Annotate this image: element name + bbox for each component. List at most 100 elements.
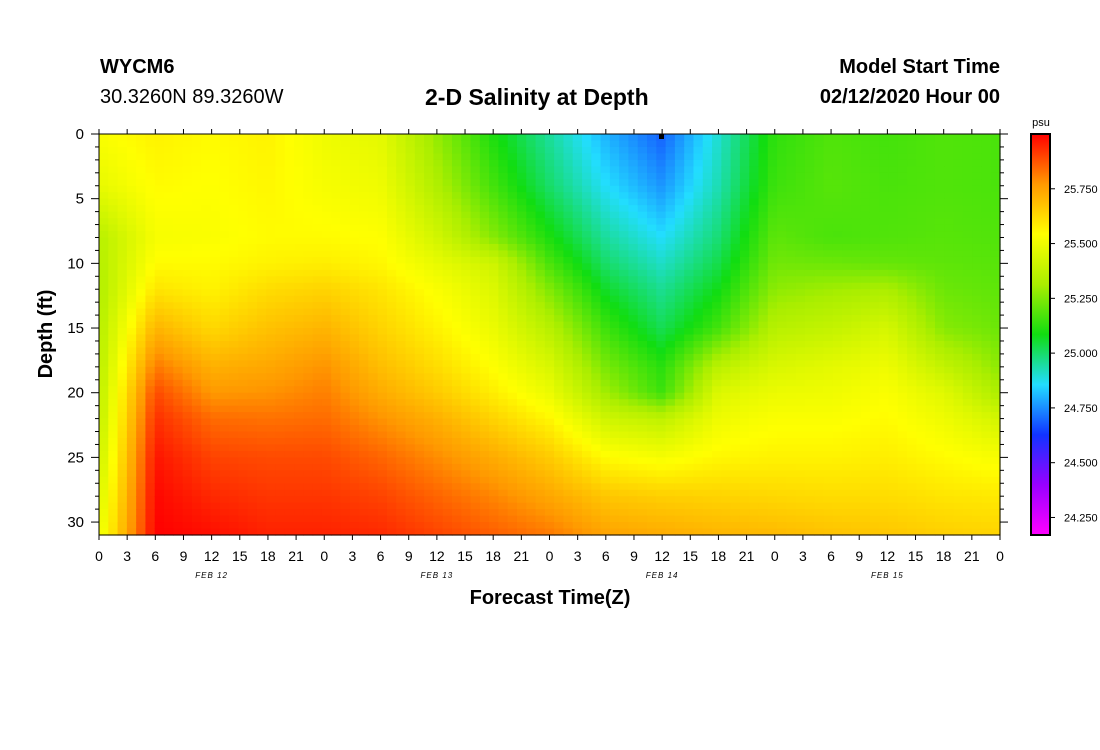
heatmap-cell: [609, 185, 620, 193]
heatmap-cell: [451, 340, 462, 349]
heatmap-cell: [424, 431, 434, 439]
heatmap-cell: [572, 328, 583, 336]
heatmap-cell: [563, 282, 574, 290]
heatmap-cell: [210, 528, 221, 536]
heatmap-cell: [219, 250, 230, 258]
heatmap-cell: [823, 289, 834, 297]
heatmap-cell: [321, 256, 332, 264]
heatmap-cell: [386, 476, 397, 484]
heatmap-cell: [647, 185, 657, 193]
heatmap-cell: [647, 515, 657, 523]
heatmap-cell: [749, 515, 760, 523]
heatmap-cell: [340, 340, 351, 349]
heatmap-cell: [591, 431, 602, 439]
heatmap-cell: [359, 295, 369, 303]
heatmap-cell: [544, 360, 555, 368]
heatmap-cell: [749, 353, 760, 361]
heatmap-cell: [359, 496, 369, 504]
heatmap-cell: [164, 425, 174, 433]
heatmap-cell: [693, 515, 704, 523]
heatmap-cell: [191, 205, 202, 213]
heatmap-cell: [470, 515, 481, 523]
heatmap-cell: [433, 269, 444, 277]
heatmap-cell: [823, 379, 834, 387]
heatmap-cell: [739, 159, 750, 167]
heatmap-cell: [814, 437, 825, 446]
heatmap-cell: [582, 302, 592, 310]
heatmap-cell: [284, 509, 295, 517]
heatmap-cell: [730, 192, 741, 200]
heatmap-cell: [693, 302, 704, 310]
heatmap-cell: [498, 192, 509, 200]
heatmap-cell: [832, 360, 843, 368]
heatmap-cell: [591, 412, 602, 420]
heatmap-cell: [164, 399, 174, 407]
heatmap-cell: [656, 263, 667, 271]
heatmap-cell: [173, 450, 184, 458]
heatmap-cell: [377, 470, 388, 478]
heatmap-cell: [210, 483, 221, 491]
heatmap-cell: [154, 405, 165, 413]
heatmap-cell: [767, 489, 778, 497]
heatmap-cell: [451, 379, 462, 387]
heatmap-cell: [712, 522, 722, 530]
heatmap-cell: [303, 315, 314, 323]
heatmap-cell: [210, 328, 221, 336]
heatmap-cell: [275, 179, 286, 187]
heatmap-cell: [498, 218, 509, 226]
heatmap-cell: [331, 360, 342, 368]
heatmap-cell: [702, 231, 713, 239]
heatmap-cell: [572, 476, 583, 484]
heatmap-cell: [284, 218, 295, 226]
heatmap-cell: [303, 321, 314, 329]
heatmap-cell: [712, 463, 722, 471]
heatmap-cell: [331, 179, 342, 187]
heatmap-cell: [572, 315, 583, 323]
heatmap-cell: [721, 431, 732, 439]
heatmap-cell: [424, 231, 434, 239]
heatmap-cell: [619, 502, 630, 510]
heatmap-cell: [99, 360, 109, 368]
heatmap-cell: [795, 470, 806, 478]
heatmap-cell: [201, 315, 212, 323]
heatmap-cell: [619, 134, 630, 142]
heatmap-cell: [507, 379, 518, 387]
heatmap-cell: [368, 386, 379, 394]
heatmap-cell: [814, 179, 825, 187]
heatmap-cell: [786, 153, 797, 161]
heatmap-cell: [303, 237, 314, 245]
heatmap-cell: [340, 470, 351, 478]
heatmap-cell: [349, 437, 360, 446]
heatmap-cell: [294, 450, 304, 458]
heatmap-cell: [312, 392, 323, 400]
heatmap-cell: [600, 263, 611, 271]
heatmap-cell: [535, 515, 546, 523]
heatmap-cell: [582, 198, 592, 206]
heatmap-cell: [665, 444, 676, 452]
heatmap-cell: [582, 392, 592, 400]
heatmap-cell: [507, 476, 518, 484]
heatmap-cell: [442, 412, 453, 420]
heatmap-cell: [739, 412, 750, 420]
heatmap-cell: [563, 295, 574, 303]
heatmap-cell: [767, 315, 778, 323]
heatmap-cell: [572, 347, 583, 355]
heatmap-cell: [777, 166, 787, 174]
heatmap-cell: [702, 256, 713, 264]
heatmap-cell: [544, 489, 555, 497]
heatmap-cell: [108, 470, 119, 478]
heatmap-cell: [414, 224, 425, 232]
heatmap-cell: [182, 379, 193, 387]
heatmap-cell: [173, 302, 184, 310]
heatmap-cell: [582, 502, 592, 510]
heatmap-cell: [433, 379, 444, 387]
heatmap-cell: [154, 237, 165, 245]
heatmap-cell: [108, 269, 119, 277]
heatmap-cell: [117, 269, 128, 277]
heatmap-cell: [507, 392, 518, 400]
heatmap-cell: [173, 392, 184, 400]
heatmap-cell: [507, 353, 518, 361]
heatmap-cell: [489, 437, 500, 446]
heatmap-cell: [832, 159, 843, 167]
heatmap-cell: [210, 386, 221, 394]
